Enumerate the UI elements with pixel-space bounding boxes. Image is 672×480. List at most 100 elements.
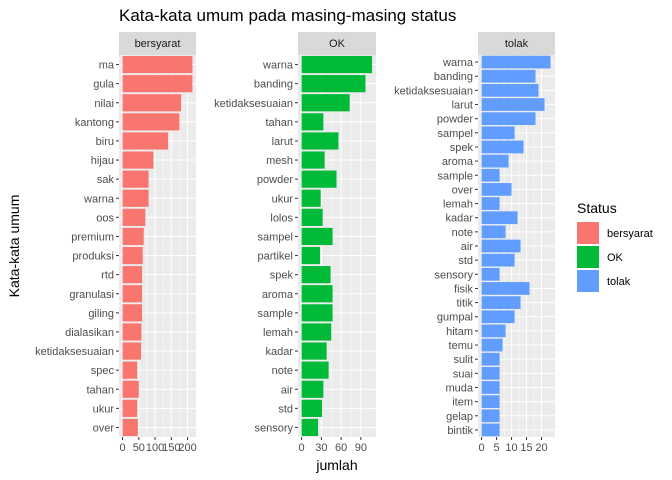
facet-strip [119,32,196,55]
y-tick-label: ketidaksesuaian [214,98,293,110]
y-tick-label: ketidaksesuaian [35,346,114,358]
y-tick-label: over [452,184,474,196]
y-tick-label: spec [91,365,115,377]
bar-granulasi [122,285,143,303]
legend-label: tolak [607,276,631,288]
bar-std [481,253,515,267]
y-tick-label: gelap [446,411,473,423]
bar-giling [122,304,143,322]
bar-note [301,361,329,379]
bar-tahan [301,113,324,131]
bar-gula [122,75,193,93]
bar-biru [122,132,169,150]
y-tick-label: fisik [454,283,473,295]
y-tick-label: sensory [254,422,293,434]
y-tick-label: produksi [72,251,114,263]
y-tick-label: ukur [93,403,115,415]
y-tick-label: powder [257,174,293,186]
bar-rtd [122,266,143,284]
bar-sulit [481,352,500,366]
bar-dialasikan [122,323,142,341]
y-tick-label: item [452,397,473,409]
bar-kantong [122,113,180,131]
x-tick-label: 15 [520,442,532,454]
y-tick-label: nilai [94,98,114,110]
facet-strip-label: OK [329,38,346,50]
y-tick-label: over [93,422,115,434]
bar-spec [122,361,138,379]
bar-over [122,418,138,437]
bar-banding [301,75,366,93]
y-tick-label: aroma [262,289,294,301]
bar-ukur [301,189,321,207]
y-tick-label: lolos [270,212,293,224]
bar-spek [301,266,331,284]
legend-item-bersyarat: bersyarat [577,222,653,244]
y-tick-label: suai [453,368,473,380]
panel-background [298,55,376,437]
y-tick-label: air [461,241,474,253]
bar-sample [481,168,500,182]
chart-title: Kata-kata umum pada masing-masing status [119,6,456,25]
legend-key [577,270,599,292]
x-tick-label: 100 [146,442,164,454]
y-tick-label: sulit [453,354,473,366]
legend-label: OK [607,252,624,264]
y-tick-label: tahan [265,117,293,129]
y-tick-label: titik [457,298,474,310]
y-tick-label: sak [97,174,115,186]
bar-premium [122,227,144,246]
bar-powder [301,170,337,188]
bar-larut [481,98,545,111]
bar-banding [481,69,536,83]
y-tick-label: hijau [91,155,114,167]
legend-key [577,222,599,244]
y-tick-label: kantong [75,117,114,129]
y-tick-label: tahan [86,384,114,396]
legend-label: bersyarat [607,228,653,240]
bar-std [301,399,323,417]
y-tick-label: kadar [445,213,473,225]
x-tick-label: 10 [505,442,517,454]
bar-titik [481,296,521,309]
bar-ukur [122,399,138,417]
y-tick-label: lemah [263,327,293,339]
bar-muda [481,381,500,394]
y-tick-label: bintik [447,425,473,437]
bar-lemah [481,197,500,210]
y-tick-label: sample [438,170,473,182]
x-tick-label: 0 [120,442,126,454]
y-tick-label: gumpal [437,312,473,324]
y-tick-label: partikel [258,251,293,263]
y-tick-label: sampel [438,128,473,140]
bar-larut [301,132,339,150]
x-tick-label: 90 [355,442,367,454]
bar-sak [122,170,149,188]
facet-strip [478,32,555,55]
bar-kadar [301,342,327,360]
bar-fisik [481,282,530,295]
bar-item [481,395,500,408]
bar-warna [122,189,149,207]
bar-bintik [481,423,500,437]
y-tick-label: warna [442,57,474,69]
bar-aroma [301,285,333,303]
facet-strip-label: tolak [505,38,529,50]
bar-sampel [301,227,333,246]
y-tick-label: banding [254,79,293,91]
y-tick-label: larut [452,100,473,112]
x-tick-label: 50 [133,442,145,454]
y-tick-label: kadar [265,346,293,358]
y-tick-label: note [452,227,473,239]
y-tick-label: dialasikan [65,327,114,339]
bar-sensory [481,267,500,281]
y-tick-label: oos [96,212,114,224]
y-tick-label: warna [262,60,294,72]
y-tick-label: premium [71,231,114,243]
panel-ok: OK warna banding ketidaksesuaian tahan larut m… [214,32,376,454]
panel-tolak: tolak warna banding ketidaksesuaian larut pow… [394,32,555,454]
bar-nilai [122,94,182,112]
bar-tahan [122,380,139,398]
bar-sampel [481,126,515,140]
legend: Status bersyarat OK tolak [577,200,653,292]
